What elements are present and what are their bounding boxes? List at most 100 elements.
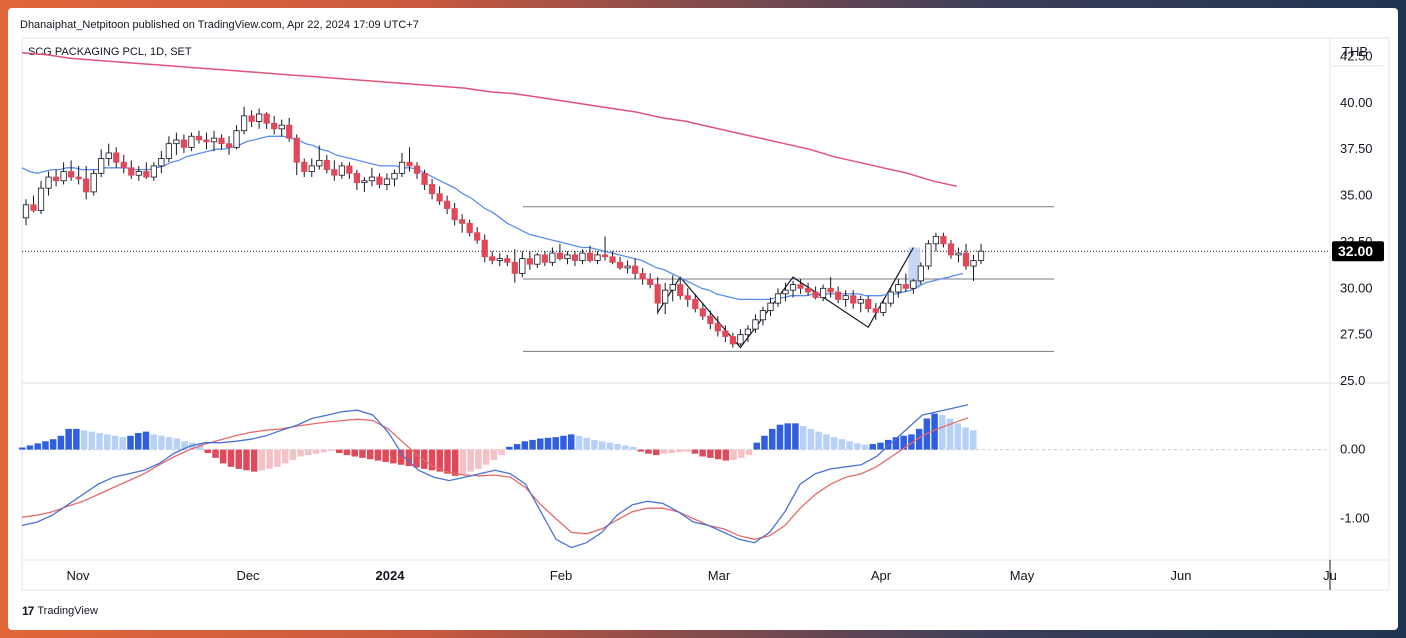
candle [526, 258, 533, 265]
candle [263, 113, 270, 124]
macd-histogram-bar [266, 449, 273, 469]
footer-brand: 17 TradingView [22, 604, 98, 618]
macd-histogram-bar [312, 449, 320, 454]
macd-histogram-bar [900, 435, 907, 450]
candle [835, 291, 842, 300]
macd-histogram-bar [645, 449, 652, 454]
macd-histogram-bar [567, 434, 575, 450]
macd-histogram-bar [939, 415, 946, 450]
candle [391, 172, 398, 180]
grid-layer [21, 37, 1390, 591]
price-axis: 42.5040.0037.5035.0032.5030.0027.5025.0T… [1332, 44, 1384, 526]
macd-histogram-bar [884, 439, 892, 450]
candle [895, 284, 902, 293]
candle [917, 265, 924, 282]
candle [278, 124, 285, 130]
time-tick-label: 2024 [376, 568, 406, 583]
candle [45, 176, 52, 189]
macd-histogram-bar [374, 449, 382, 461]
chart-canvas[interactable]: 42.5040.0037.5035.0032.5030.0027.5025.0T… [8, 8, 1398, 630]
macd-tick-label: 0.00 [1340, 442, 1365, 457]
macd-histogram-bar [382, 449, 389, 462]
macd-histogram-bar [258, 449, 266, 471]
candle [556, 252, 564, 260]
candle [90, 172, 97, 193]
candle [30, 204, 37, 211]
macd-histogram-bar [598, 441, 606, 450]
macd-histogram-bar [297, 449, 304, 457]
macd-histogram-bar [212, 449, 219, 458]
candle [474, 232, 481, 241]
candle [301, 161, 308, 172]
macd-histogram-bar [158, 435, 165, 450]
price-tick-label: 42.50 [1340, 49, 1373, 64]
macd-histogram-bar [436, 449, 444, 472]
candle [647, 278, 654, 285]
price-tick-label: 25.0 [1340, 373, 1365, 388]
macd-histogram-bar [583, 437, 590, 450]
macd-histogram-bar [730, 449, 737, 460]
macd-histogram-bar [745, 449, 753, 456]
macd-histogram-bar [946, 418, 954, 450]
macd-histogram-bar [614, 444, 621, 450]
ma-short-line [21, 135, 964, 301]
candle [586, 252, 594, 261]
macd-histogram-bar [451, 449, 459, 476]
macd-histogram-bar [390, 449, 397, 464]
macd-histogram-bar [181, 441, 188, 450]
macd-histogram-bar [892, 437, 900, 450]
macd-histogram-bar [915, 428, 923, 450]
macd-histogram-bar [629, 446, 637, 450]
chart-card: Dhanaiphat_Netpitoon published on Tradin… [8, 8, 1398, 630]
candle [887, 291, 894, 304]
candle [692, 299, 699, 310]
candle [346, 165, 353, 174]
macd-histogram-bar [908, 434, 915, 450]
macd-histogram-bar [220, 449, 227, 464]
macd-histogram-bar [575, 435, 583, 450]
macd-histogram-bar [784, 423, 791, 450]
macd-histogram-bar [413, 449, 420, 468]
candle [113, 152, 120, 163]
candle [143, 171, 150, 178]
candle [729, 336, 736, 345]
candle [233, 130, 240, 148]
candle [519, 258, 526, 274]
candle [436, 193, 443, 202]
candle [737, 334, 744, 345]
candle [293, 137, 300, 163]
candle [579, 252, 586, 261]
candle [444, 200, 451, 209]
time-tick-label: Feb [550, 568, 572, 583]
price-tick-label: 27.50 [1340, 327, 1373, 342]
macd-histogram-bar [336, 449, 343, 454]
macd-histogram-bar [127, 435, 134, 450]
levels-layer [22, 206, 1330, 352]
candles-layer [22, 106, 985, 348]
candle [308, 165, 315, 172]
macd-histogram-bar [165, 437, 173, 450]
ma-long-line [21, 52, 957, 188]
candle [789, 284, 797, 291]
candle [932, 235, 940, 245]
macd-histogram-bar [807, 428, 815, 450]
candle [413, 165, 421, 174]
candle [616, 261, 624, 269]
candle [601, 254, 609, 258]
candle [804, 287, 812, 293]
tradingview-logo-icon: 17 [22, 604, 34, 618]
publish-info: Dhanaiphat_Netpitoon published on Tradin… [20, 19, 419, 31]
candle [120, 161, 127, 169]
macd-histogram-bar [343, 449, 351, 456]
candle [428, 184, 436, 195]
candle [271, 122, 278, 130]
candle [361, 180, 368, 184]
candle [98, 158, 105, 174]
macd-histogram-bar [830, 437, 838, 450]
candle [481, 239, 488, 258]
candle [910, 280, 917, 289]
candle [225, 143, 233, 148]
time-tick-label: Jun [1171, 568, 1192, 583]
macd-tick-label: -1.00 [1340, 511, 1370, 526]
macd-histogram-bar [421, 449, 428, 469]
